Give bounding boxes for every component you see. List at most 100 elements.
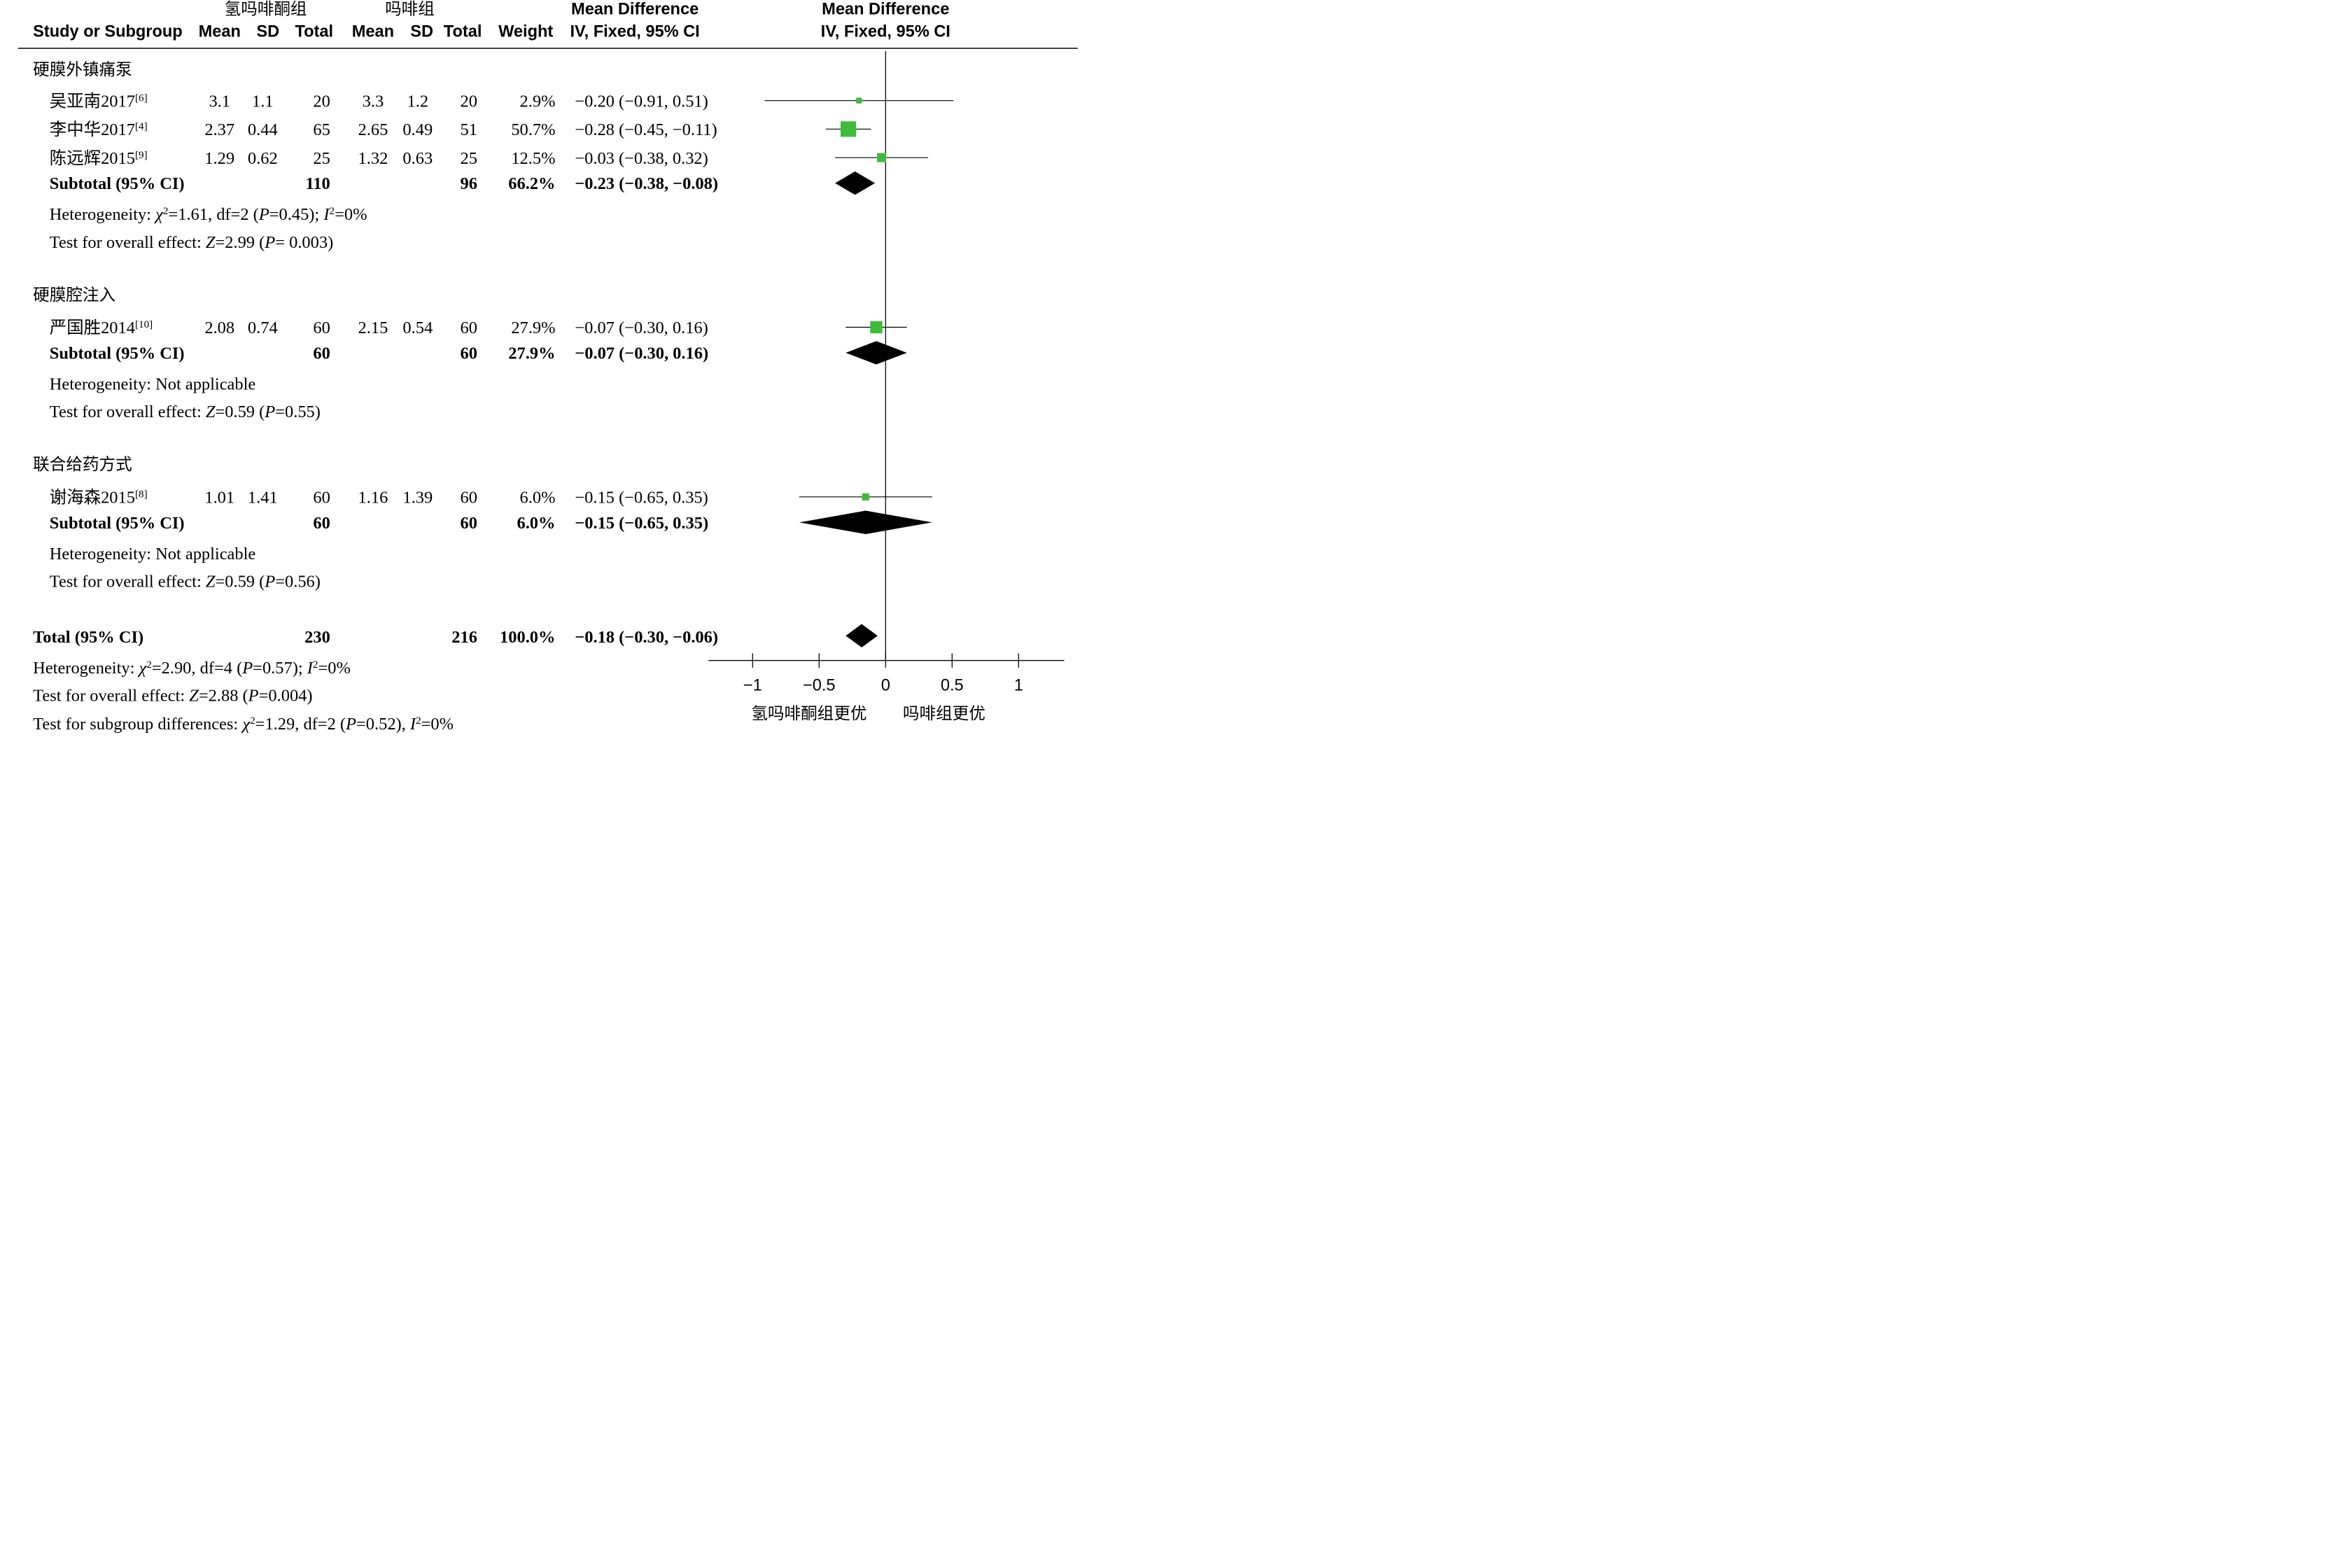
subgroup-2-heterogeneity: Heterogeneity: Not applicable: [50, 374, 256, 393]
header-exp-sd: SD: [256, 22, 279, 41]
study-1-3-exp-total: 25: [313, 149, 330, 168]
subtotal-2-ctl-total: 60: [461, 344, 477, 363]
study-1-3-ctl-total: 25: [461, 149, 477, 168]
x-tick-label-3: 0.5: [941, 676, 964, 694]
study-1-2-ci: −0.28 (−0.45, −0.11): [575, 120, 717, 139]
subgroup-1-heterogeneity: Heterogeneity: χ2=1.61, df=2 (P=0.45); I…: [50, 205, 367, 225]
study-1-1-ctl-sd: 1.2: [407, 92, 429, 111]
header-ctl-group: 吗啡组: [385, 0, 435, 18]
study-1-3-ctl-sd: 0.63: [402, 149, 433, 168]
study-3-1-ci: −0.15 (−0.65, 0.35): [575, 488, 708, 507]
subtotal-1-exp-total: 110: [305, 174, 330, 193]
header-study: Study or Subgroup: [33, 22, 183, 41]
subgroup-differences-test: Test for subgroup differences: χ2=1.29, …: [33, 715, 454, 734]
study-2-1-exp-mean: 2.08: [204, 318, 234, 337]
header-ctl-sd: SD: [410, 22, 433, 41]
plot-header-md-title: Mean Difference: [822, 0, 949, 18]
x-tick-label-0: −1: [743, 676, 762, 694]
total-weight: 100.0%: [500, 628, 555, 647]
study-1-2-exp-mean: 2.37: [204, 120, 234, 139]
study-3-1-label: 谢海森2015[8]: [50, 487, 148, 507]
header-md-method: IV, Fixed, 95% CI: [570, 22, 700, 41]
study-1-2-ctl-mean: 2.65: [358, 120, 388, 139]
study-1-1-label: 吴亚南2017[6]: [50, 91, 148, 111]
study-1-1-marker: [856, 97, 862, 104]
total-overall-test: Test for overall effect: Z=2.88 (P=0.004…: [33, 686, 312, 705]
study-2-1-ctl-mean: 2.15: [358, 318, 388, 337]
study-1-2-ctl-total: 51: [461, 120, 477, 139]
study-1-1-ctl-total: 20: [461, 92, 477, 111]
subtotal-2-ci: −0.07 (−0.30, 0.16): [575, 344, 708, 363]
study-1-3-weight: 12.5%: [511, 149, 555, 168]
total-heterogeneity: Heterogeneity: χ2=2.90, df=4 (P=0.57); I…: [33, 658, 351, 678]
total-diamond: [846, 624, 878, 648]
plot-header-md-method: IV, Fixed, 95% CI: [821, 22, 951, 41]
study-1-2-exp-total: 65: [313, 120, 330, 139]
study-1-3-marker: [877, 153, 887, 162]
x-tick-label-4: 1: [1014, 676, 1023, 694]
x-tick-label-1: −0.5: [803, 676, 836, 694]
study-1-1-ci: −0.20 (−0.91, 0.51): [575, 92, 708, 111]
subgroup-title-3: 联合给药方式: [33, 455, 132, 473]
header-exp-mean: Mean: [199, 22, 241, 41]
study-2-1-ctl-total: 60: [461, 318, 477, 337]
x-label-left: 氢吗啡酮组更优: [751, 704, 867, 722]
study-2-1-exp-sd: 0.74: [248, 318, 278, 337]
header-ctl-mean: Mean: [352, 22, 394, 41]
study-1-2-label: 李中华2017[4]: [50, 120, 148, 139]
subgroup-3-heterogeneity: Heterogeneity: Not applicable: [50, 545, 256, 564]
study-1-3-ctl-mean: 1.32: [358, 149, 388, 168]
study-2-1-exp-total: 60: [313, 318, 330, 337]
study-2-1-label: 严国胜2014[10]: [50, 318, 153, 337]
study-1-2-weight: 50.7%: [511, 120, 555, 139]
study-3-1-exp-mean: 1.01: [204, 488, 234, 507]
study-3-1-marker: [862, 493, 869, 500]
header-ctl-total: Total: [444, 22, 482, 41]
total-ci: −0.18 (−0.30, −0.06): [575, 628, 718, 647]
header-md-title: Mean Difference: [571, 0, 699, 18]
subgroup-3-overall-test: Test for overall effect: Z=0.59 (P=0.56): [50, 572, 321, 591]
study-1-1-exp-total: 20: [313, 92, 330, 111]
x-label-right: 吗啡组更优: [903, 704, 986, 722]
study-1-3-ci: −0.03 (−0.38, 0.32): [575, 149, 708, 168]
subtotal-3-weight: 6.0%: [517, 514, 555, 533]
study-1-2-exp-sd: 0.44: [248, 120, 278, 139]
total-exp-total: 230: [304, 628, 330, 647]
study-1-1-exp-sd: 1.1: [252, 92, 274, 111]
study-1-1-ctl-mean: 3.3: [363, 92, 384, 111]
study-1-1-weight: 2.9%: [520, 92, 556, 111]
subgroup-title-1: 硬膜外镇痛泵: [33, 60, 132, 78]
total-ctl-total: 216: [451, 628, 477, 647]
study-3-1-ctl-mean: 1.16: [358, 488, 388, 507]
subtotal-3-exp-total: 60: [313, 514, 330, 533]
subtotal-3-label: Subtotal (95% CI): [50, 514, 185, 533]
study-3-1-weight: 6.0%: [520, 488, 556, 507]
study-1-2-marker: [840, 121, 857, 137]
study-1-3-label: 陈远辉2015[9]: [50, 148, 148, 168]
study-3-1-exp-total: 60: [313, 488, 330, 507]
subtotal-3-diamond: [799, 510, 932, 535]
study-2-1-weight: 27.9%: [511, 318, 555, 337]
study-3-1-ctl-sd: 1.39: [402, 488, 433, 507]
header-exp-total: Total: [295, 22, 334, 41]
study-2-1-marker: [870, 321, 883, 334]
study-2-1-ctl-sd: 0.54: [402, 318, 433, 337]
subtotal-1-weight: 66.2%: [508, 174, 555, 193]
header-exp-group: 氢吗啡酮组: [225, 0, 307, 18]
study-3-1-ctl-total: 60: [461, 488, 477, 507]
subtotal-3-ci: −0.15 (−0.65, 0.35): [575, 514, 708, 533]
study-1-3-exp-sd: 0.62: [248, 149, 278, 168]
subtotal-2-label: Subtotal (95% CI): [50, 344, 185, 363]
subgroup-2-overall-test: Test for overall effect: Z=0.59 (P=0.55): [50, 402, 321, 421]
study-3-1-exp-sd: 1.41: [248, 488, 278, 507]
subtotal-2-diamond: [846, 341, 907, 365]
study-2-1-ci: −0.07 (−0.30, 0.16): [575, 318, 708, 337]
subtotal-1-label: Subtotal (95% CI): [50, 174, 185, 193]
subgroup-1-overall-test: Test for overall effect: Z=2.99 (P= 0.00…: [50, 233, 333, 252]
subtotal-1-ci: −0.23 (−0.38, −0.08): [575, 174, 718, 193]
study-1-3-exp-mean: 1.29: [204, 149, 234, 168]
subtotal-3-ctl-total: 60: [461, 514, 477, 533]
x-tick-label-2: 0: [881, 676, 890, 694]
